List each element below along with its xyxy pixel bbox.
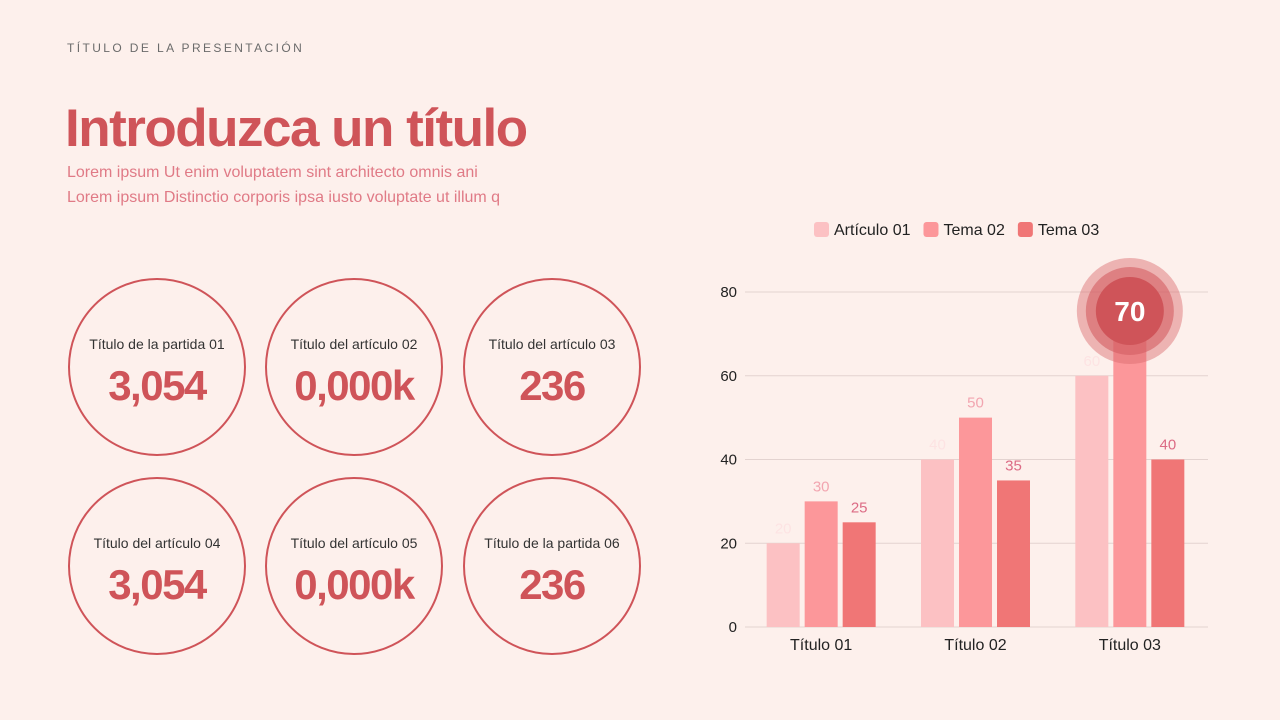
highlight-circle <box>1095 277 1164 345</box>
kpi-circle: Título de la partida 01 3,054 <box>68 278 246 456</box>
kpi-circle: Título del artículo 02 0,000k <box>265 278 443 456</box>
y-tick-label: 20 <box>720 535 737 552</box>
bar <box>766 543 800 627</box>
kpi-value: 236 <box>519 561 586 608</box>
bar <box>842 522 876 627</box>
y-tick-label: 40 <box>720 452 737 469</box>
data-label: 20 <box>775 520 792 537</box>
kpi-circle: Título del artículo 04 3,054 <box>68 477 246 655</box>
legend-swatch <box>814 222 829 237</box>
kpi-label: Título de la partida 01 <box>89 336 225 352</box>
bar <box>959 417 992 627</box>
x-tick-label: Título 01 <box>790 637 852 654</box>
kpi-value: 0,000k <box>294 561 415 608</box>
x-tick-label: Título 03 <box>1099 637 1161 654</box>
page-title: Introduzca un título <box>65 99 528 158</box>
kpi-label: Título del artículo 05 <box>290 535 418 551</box>
data-label: 50 <box>967 395 984 412</box>
kpi-label: Título del artículo 03 <box>488 336 616 352</box>
bar <box>997 480 1030 627</box>
kpi-value: 3,054 <box>108 362 207 409</box>
bar <box>804 501 838 627</box>
highlight-label: 70 <box>1114 296 1145 327</box>
legend-swatch <box>923 222 939 237</box>
legend-label: Tema 02 <box>943 222 1004 239</box>
kpi-circle: Título de la partida 06 236 <box>463 477 641 655</box>
data-label: 25 <box>851 499 868 516</box>
legend-label: Tema 03 <box>1038 222 1099 239</box>
y-tick-label: 60 <box>720 368 737 385</box>
subtitle-line-2: Lorem ipsum Distinctio corporis ipsa ius… <box>67 189 501 206</box>
kpi-label: Título del artículo 02 <box>290 336 418 352</box>
data-label: 40 <box>929 437 946 454</box>
kpi-value: 3,054 <box>108 561 207 608</box>
bar <box>1151 459 1185 627</box>
data-label: 60 <box>1083 353 1100 370</box>
kpi-label: Título del artículo 04 <box>93 535 221 551</box>
presentation-kicker: TÍTULO DE LA PRESENTACIÓN <box>67 41 305 55</box>
bar <box>1113 333 1147 627</box>
bar <box>1075 375 1109 627</box>
kpi-circle: Título del artículo 05 0,000k <box>265 477 443 655</box>
y-tick-label: 80 <box>720 284 737 301</box>
bar <box>921 459 954 627</box>
x-tick-label: Título 02 <box>944 637 1006 654</box>
kpi-label: Título de la partida 06 <box>484 535 620 551</box>
data-label: 40 <box>1159 437 1176 454</box>
legend-label: Artículo 01 <box>834 222 911 239</box>
data-label: 35 <box>1005 457 1022 474</box>
kpi-value: 236 <box>519 362 586 409</box>
subtitle-line-1: Lorem ipsum Ut enim voluptatem sint arch… <box>67 164 478 181</box>
legend-swatch <box>1017 222 1033 237</box>
y-tick-label: 0 <box>729 619 737 636</box>
kpi-value: 0,000k <box>294 362 415 409</box>
kpi-circle: Título del artículo 03 236 <box>463 278 641 456</box>
data-label: 30 <box>813 478 830 495</box>
